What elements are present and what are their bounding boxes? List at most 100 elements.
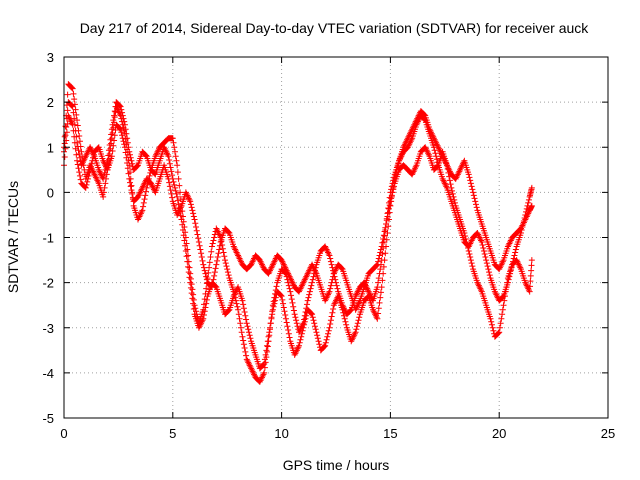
- data-point: [236, 315, 243, 322]
- data-point: [375, 310, 382, 317]
- data-point: [239, 297, 246, 304]
- data-point: [375, 279, 382, 286]
- data-point: [464, 242, 471, 249]
- data-point: [103, 160, 110, 167]
- data-point: [85, 172, 92, 179]
- data-point: [299, 327, 306, 334]
- data-point: [528, 257, 535, 264]
- data-point: [84, 175, 91, 182]
- data-point: [206, 259, 213, 266]
- data-point: [176, 182, 183, 189]
- data-point: [480, 248, 487, 255]
- data-point: [467, 257, 474, 264]
- data-point: [461, 229, 468, 236]
- data-point: [203, 276, 210, 283]
- data-point: [111, 108, 118, 115]
- data-point: [187, 201, 194, 208]
- data-point: [525, 196, 532, 203]
- data-point: [394, 163, 401, 170]
- data-point: [298, 333, 305, 340]
- data-point: [190, 213, 197, 220]
- data-point: [127, 183, 134, 190]
- data-point: [70, 90, 77, 97]
- data-point: [185, 269, 192, 276]
- data-point: [314, 332, 321, 339]
- data-point: [119, 132, 126, 139]
- data-point: [216, 242, 223, 249]
- data-point: [72, 127, 79, 134]
- data-point: [308, 310, 315, 317]
- data-point: [353, 326, 360, 333]
- data-point: [69, 103, 76, 110]
- data-point: [327, 317, 334, 324]
- data-point: [120, 138, 127, 145]
- data-point: [128, 157, 135, 164]
- data-point: [104, 157, 111, 164]
- data-point: [188, 204, 195, 211]
- data-point: [382, 250, 389, 257]
- data-point: [110, 117, 117, 124]
- data-point: [379, 239, 386, 246]
- data-point: [267, 320, 274, 327]
- data-point: [197, 246, 204, 253]
- data-point: [87, 166, 94, 173]
- data-point: [126, 148, 133, 155]
- data-point: [198, 254, 205, 261]
- data-point: [527, 272, 534, 279]
- data-point: [291, 311, 298, 318]
- data-point: [390, 184, 397, 191]
- data-point: [77, 176, 84, 183]
- data-point: [74, 143, 81, 150]
- data-point: [374, 261, 381, 268]
- data-point: [120, 115, 127, 122]
- data-point: [166, 183, 173, 190]
- data-marks: [61, 81, 535, 385]
- data-point: [338, 265, 345, 272]
- data-point: [211, 234, 218, 241]
- data-point: [179, 226, 186, 233]
- data-point: [431, 147, 438, 154]
- data-point: [385, 223, 392, 230]
- data-point: [465, 248, 472, 255]
- data-point: [379, 277, 386, 284]
- data-point: [63, 129, 70, 136]
- data-point: [490, 327, 497, 334]
- data-point: [290, 303, 297, 310]
- data-point: [121, 121, 128, 128]
- data-point: [187, 198, 194, 205]
- data-point: [304, 297, 311, 304]
- data-point: [185, 263, 192, 270]
- data-point: [449, 190, 456, 197]
- data-point: [330, 305, 337, 312]
- data-point: [177, 189, 184, 196]
- data-point: [240, 301, 247, 308]
- data-point: [449, 187, 456, 194]
- data-point: [214, 257, 221, 264]
- data-point: [375, 305, 382, 312]
- data-point: [309, 314, 316, 321]
- data-point: [174, 197, 181, 204]
- data-point: [482, 254, 489, 261]
- data-point: [237, 320, 244, 327]
- data-point: [125, 170, 132, 177]
- data-point: [74, 122, 81, 129]
- data-point: [288, 292, 295, 299]
- data-point: [374, 315, 381, 322]
- data-point: [174, 193, 181, 200]
- data-point: [118, 129, 125, 136]
- data-point: [302, 315, 309, 322]
- data-point: [469, 263, 476, 270]
- data-point: [325, 330, 332, 337]
- data-point: [511, 252, 518, 259]
- data-point: [527, 283, 534, 290]
- data-point: [487, 315, 494, 322]
- data-point: [177, 212, 184, 219]
- y-tick-label: -1: [42, 231, 54, 246]
- data-point: [282, 315, 289, 322]
- data-point: [122, 126, 129, 133]
- data-point: [187, 279, 194, 286]
- data-point: [393, 169, 400, 176]
- data-point: [194, 231, 201, 238]
